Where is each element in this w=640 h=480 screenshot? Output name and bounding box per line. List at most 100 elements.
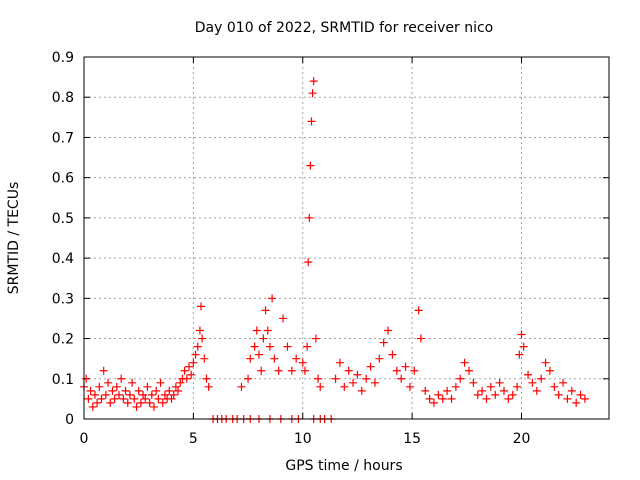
data-point	[563, 394, 572, 403]
data-point	[274, 366, 283, 375]
data-point	[99, 366, 108, 375]
data-point	[195, 326, 204, 335]
data-point	[349, 378, 358, 387]
y-tick-label: 0.4	[52, 251, 74, 267]
axis-ticks: 0 0.1 0.2 0.3 0.4 0.5 0.6 0.7 0.8 0.9 0 5 10 15 20	[52, 50, 609, 447]
data-point	[171, 382, 180, 391]
data-point	[460, 358, 469, 367]
data-point	[197, 302, 206, 311]
data-point	[519, 342, 528, 351]
plot-frame	[83, 56, 610, 420]
data-point	[554, 390, 563, 399]
data-point	[259, 334, 268, 343]
data-point	[283, 342, 292, 351]
data-point	[537, 374, 546, 383]
data-point	[500, 386, 508, 395]
data-point	[143, 382, 152, 391]
data-point	[152, 386, 161, 395]
data-point	[465, 366, 473, 375]
data-point	[160, 390, 169, 399]
data-point	[401, 362, 410, 371]
data-point	[384, 326, 393, 335]
data-point	[379, 338, 388, 347]
data-point	[263, 326, 272, 335]
chart-title: Day 010 of 2022, SRMTID for receiver nic…	[195, 20, 493, 36]
data-point	[154, 394, 163, 403]
data-point	[576, 390, 585, 399]
data-point	[187, 370, 196, 379]
data-point	[95, 382, 104, 391]
data-point	[150, 402, 158, 411]
data-point	[416, 334, 425, 343]
data-point	[362, 374, 371, 383]
y-tick-label: 0.1	[52, 372, 74, 388]
data-point	[257, 366, 266, 375]
data-point	[123, 398, 132, 407]
data-point	[392, 366, 401, 375]
data-point	[532, 386, 541, 395]
data-point	[244, 374, 253, 383]
data-point	[528, 378, 537, 387]
data-point	[316, 382, 325, 391]
y-tick-label: 0.5	[52, 211, 74, 227]
data-point	[139, 390, 148, 399]
data-point	[405, 382, 414, 391]
data-point	[108, 386, 117, 395]
data-point	[174, 386, 183, 395]
data-point	[397, 374, 406, 383]
data-point	[513, 382, 522, 391]
x-tick-label: 15	[403, 431, 421, 447]
y-tick-label: 0.7	[52, 130, 74, 146]
data-point	[176, 378, 185, 387]
data-point	[193, 342, 202, 351]
data-point	[204, 382, 213, 391]
data-point	[121, 386, 130, 395]
data-point	[353, 370, 362, 379]
data-point	[434, 390, 443, 399]
data-point	[430, 398, 438, 407]
data-point	[261, 306, 270, 315]
data-point	[482, 394, 491, 403]
data-point	[97, 394, 106, 403]
data-point	[255, 350, 263, 359]
data-point	[517, 330, 526, 339]
data-point	[82, 374, 91, 383]
data-point	[250, 342, 259, 351]
data-point	[200, 354, 209, 363]
data-point	[447, 394, 456, 403]
data-point	[559, 378, 568, 387]
data-point	[132, 402, 141, 411]
data-point	[370, 378, 379, 387]
data-point	[246, 354, 255, 363]
y-tick-label: 0.3	[52, 291, 74, 307]
y-tick-label: 0.6	[52, 171, 74, 187]
data-point	[366, 362, 375, 371]
y-tick-label: 0.2	[52, 332, 74, 348]
data-point	[486, 382, 495, 391]
data-point	[335, 358, 344, 367]
data-point	[145, 398, 154, 407]
data-point	[134, 386, 143, 395]
data-point	[252, 326, 261, 335]
data-point	[388, 350, 397, 359]
data-point	[491, 390, 500, 399]
data-point	[300, 366, 309, 375]
data-point	[189, 358, 198, 367]
data-point	[545, 366, 554, 375]
data-point	[84, 394, 93, 403]
data-point	[306, 161, 315, 170]
data-point	[90, 390, 99, 399]
data-point	[112, 382, 121, 391]
x-tick-label: 0	[80, 431, 89, 447]
data-point	[165, 386, 174, 395]
data-point	[180, 366, 189, 375]
data-point	[541, 358, 550, 367]
data-point	[303, 342, 312, 351]
data-point	[469, 378, 478, 387]
data-point	[567, 386, 576, 395]
data-point	[550, 382, 559, 391]
data-point	[357, 386, 366, 395]
data-point	[167, 394, 176, 403]
data-point	[311, 334, 320, 343]
y-axis-label: SRMTID / TECUs	[6, 182, 22, 295]
